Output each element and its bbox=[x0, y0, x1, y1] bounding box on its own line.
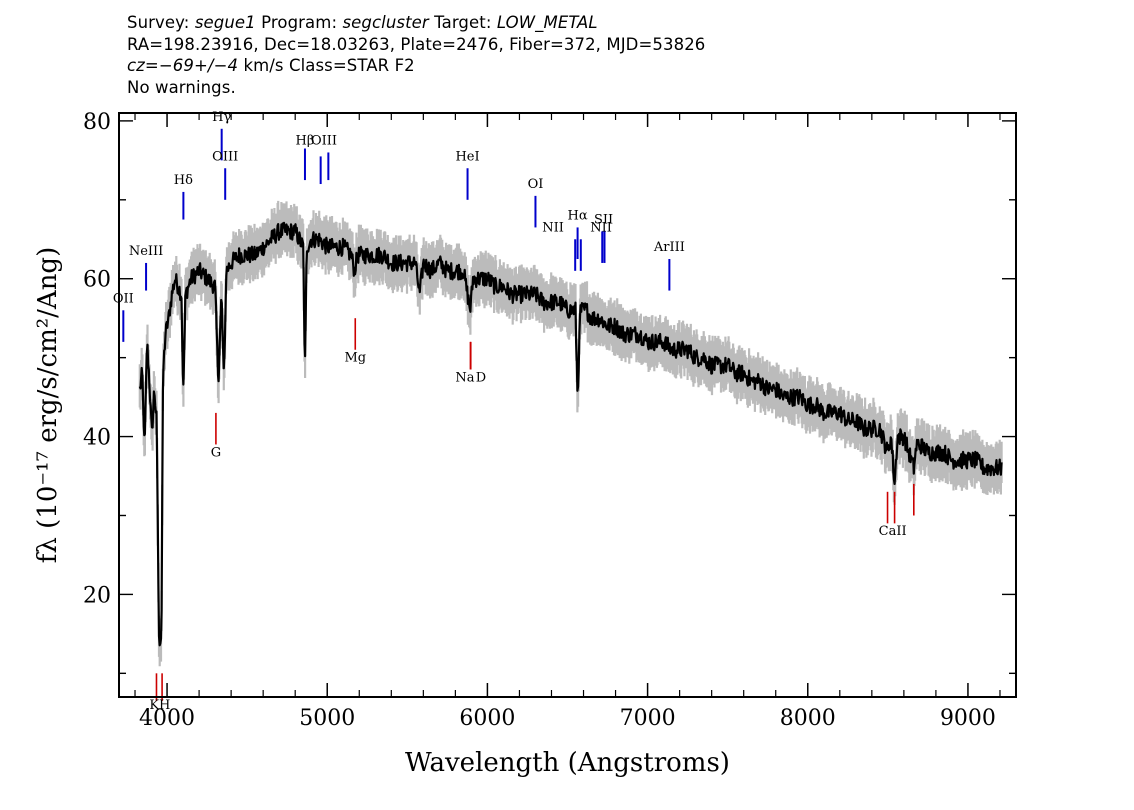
line-label: OIII bbox=[212, 149, 238, 164]
x-tick-label: 6000 bbox=[459, 706, 515, 731]
survey-label: Survey: bbox=[127, 13, 190, 32]
flux-line bbox=[138, 221, 1003, 647]
plot-frame bbox=[118, 112, 1017, 698]
y-tick-label: 20 bbox=[83, 583, 111, 608]
header-line-4: No warnings. bbox=[127, 77, 236, 97]
line-label: K bbox=[149, 698, 159, 713]
line-label: H bbox=[159, 698, 170, 713]
y-axis-title: fλ (10⁻¹⁷ erg/s/cm²/Ang) bbox=[33, 247, 63, 563]
x-tick-label: 9000 bbox=[940, 706, 996, 731]
x-tick-label: 7000 bbox=[620, 706, 676, 731]
y-tick-label: 40 bbox=[83, 426, 111, 451]
header-line-3: cz=−69+/−4 km/s Class=STAR F2 bbox=[127, 55, 705, 77]
line-label: G bbox=[211, 445, 221, 460]
line-label: NeIII bbox=[129, 244, 163, 259]
line-label: CaII bbox=[879, 524, 907, 539]
line-label: ArIII bbox=[653, 240, 685, 255]
line-label: Mg bbox=[344, 351, 366, 366]
y-tick-label: 60 bbox=[83, 268, 111, 293]
line-label: SII bbox=[594, 212, 613, 227]
line-label: NII bbox=[590, 220, 612, 235]
line-label: OIII bbox=[311, 134, 337, 149]
y-tick-label: 80 bbox=[83, 110, 111, 135]
target-value: LOW_METAL bbox=[496, 13, 598, 32]
line-label: Hδ bbox=[174, 173, 193, 188]
spectrum-header: Survey: segue1 Program: segcluster Targe… bbox=[127, 12, 705, 98]
x-tick-label: 5000 bbox=[299, 706, 355, 731]
axes-group: 4000 5000 6000 7000 8000 9000 20 40 60 80 bbox=[83, 110, 1017, 731]
header-line-1: Survey: segue1 Program: segcluster Targe… bbox=[127, 12, 705, 34]
program-label: Program: bbox=[261, 13, 338, 32]
target-label: Target: bbox=[434, 13, 492, 32]
line-label: NII bbox=[542, 220, 564, 235]
x-tick-label: 4000 bbox=[139, 706, 195, 731]
header-line-2: RA=198.23916, Dec=18.03263, Plate=2476, … bbox=[127, 34, 706, 54]
survey-value: segue1 bbox=[194, 13, 256, 32]
class-text: km/s Class=STAR F2 bbox=[238, 56, 415, 75]
x-axis-title: Wavelength (Angstroms) bbox=[405, 748, 730, 778]
program-value: segcluster bbox=[342, 13, 429, 32]
line-label: HeI bbox=[455, 149, 479, 164]
redshift-value: cz=−69+/−4 bbox=[127, 56, 239, 75]
line-label: D bbox=[476, 370, 486, 385]
line-label: OI bbox=[528, 177, 544, 192]
flux-line-group bbox=[138, 221, 1003, 647]
x-tick-label: 8000 bbox=[780, 706, 836, 731]
line-label: OII bbox=[113, 291, 134, 306]
line-label: Na bbox=[455, 370, 474, 385]
line-label: Hα bbox=[568, 209, 588, 224]
line-label: Hβ bbox=[296, 134, 315, 149]
